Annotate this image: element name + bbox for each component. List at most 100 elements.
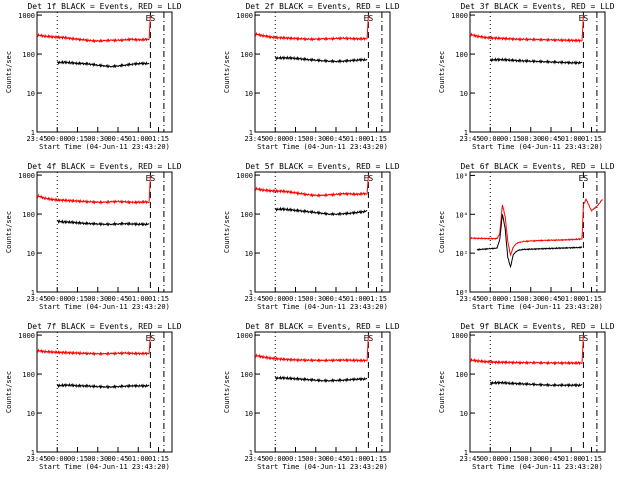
x-axis-label: Start Time (04-Jun-11 23:43:20) [39, 303, 170, 311]
event-marker-label: ES [579, 14, 589, 23]
series-line-events [274, 206, 368, 217]
x-tick-label: 01:00 [346, 135, 367, 143]
chart-panel-1: Det 1f BLACK = Events, RED = LLD 1 10 100 10… [5, 2, 182, 151]
x-tick-label: 00:30 [305, 295, 326, 303]
y-tick-label: 1000 [236, 332, 253, 340]
x-tick-label: 01:15 [148, 455, 169, 463]
x-tick-label: 01:00 [346, 295, 367, 303]
y-tick-label: 1000 [18, 172, 35, 180]
y-tick-label: 10 [245, 410, 253, 418]
y-axis-label: Counts/sec [223, 211, 231, 253]
series-line-events [56, 219, 150, 227]
plot-frame [469, 11, 606, 133]
chart-panel-9: Det 9f BLACK = Events, RED = LLD 1 10 100 10… [438, 322, 615, 471]
x-tick-label: 00:00 [265, 135, 286, 143]
series-line-events [56, 382, 150, 390]
x-tick-label: 23:45 [244, 455, 265, 463]
x-tick-label: 01:00 [561, 455, 582, 463]
event-marker-label: ES [364, 334, 374, 343]
series-line-events [489, 380, 583, 388]
y-axis-label: Counts/sec [5, 371, 13, 413]
x-tick-label: 00:45 [325, 295, 346, 303]
y-tick-label: 1 [249, 129, 253, 137]
x-tick-label: 01:00 [128, 455, 149, 463]
chart-title: Det 1f BLACK = Events, RED = LLD [27, 2, 181, 11]
x-tick-label: 01:15 [366, 455, 387, 463]
y-tick-label: 1000 [451, 332, 468, 340]
y-axis-label: Counts/sec [438, 211, 446, 253]
chart-panel-3: Det 3f BLACK = Events, RED = LLD 1 10 100 10… [438, 2, 615, 151]
x-tick-label: 01:15 [366, 295, 387, 303]
y-tick-label: 10 [27, 250, 35, 258]
x-tick-label: 00:00 [480, 295, 501, 303]
x-axis-label: Start Time (04-Jun-11 23:43:20) [257, 303, 388, 311]
plot-frame [469, 331, 606, 453]
y-tick-label: 100 [22, 371, 35, 379]
series-line-events [489, 57, 583, 66]
y-tick-label: 100 [240, 51, 253, 59]
series-line-lld [254, 175, 369, 198]
y-tick-label: 1000 [236, 12, 253, 20]
x-tick-label: 00:15 [285, 135, 306, 143]
event-marker-label: ES [146, 174, 156, 183]
x-tick-label: 00:45 [107, 295, 128, 303]
series-line-lld [254, 15, 369, 42]
y-tick-label: 100 [455, 371, 468, 379]
x-tick-label: 00:00 [265, 455, 286, 463]
event-marker-label: ES [364, 174, 374, 183]
x-tick-label: 00:30 [87, 135, 108, 143]
x-tick-label: 00:45 [325, 135, 346, 143]
x-tick-label: 23:45 [26, 455, 47, 463]
x-tick-label: 00:15 [500, 135, 521, 143]
chart-panel-5: Det 5f BLACK = Events, RED = LLD 1 10 100 10… [223, 162, 400, 311]
x-tick-label: 00:00 [480, 135, 501, 143]
x-tick-label: 00:15 [67, 135, 88, 143]
y-axis-label: Counts/sec [223, 371, 231, 413]
x-tick-label: 01:00 [561, 295, 582, 303]
x-axis-label: Start Time (04-Jun-11 23:43:20) [39, 463, 170, 471]
x-tick-label: 23:45 [244, 135, 265, 143]
x-tick-label: 00:45 [325, 455, 346, 463]
chart-title: Det 2f BLACK = Events, RED = LLD [245, 2, 399, 11]
chart-panel-8: Det 8f BLACK = Events, RED = LLD 1 10 100 10… [223, 322, 400, 471]
chart-title: Det 3f BLACK = Events, RED = LLD [460, 2, 614, 11]
chart-panel-7: Det 7f BLACK = Events, RED = LLD 1 10 100 10… [5, 322, 182, 471]
chart-title: Det 6f BLACK = Events, RED = LLD [460, 162, 614, 171]
y-tick-label: 10 [245, 250, 253, 258]
x-tick-label: 00:30 [87, 295, 108, 303]
chart-title: Det 5f BLACK = Events, RED = LLD [245, 162, 399, 171]
x-tick-label: 00:30 [87, 455, 108, 463]
x-tick-label: 00:45 [540, 295, 561, 303]
y-tick-label: 1000 [18, 332, 35, 340]
y-tick-label: 100 [22, 211, 35, 219]
event-marker-label: ES [364, 14, 374, 23]
x-tick-label: 01:15 [581, 295, 602, 303]
y-tick-label: 1 [249, 449, 253, 457]
event-marker-label: ES [146, 14, 156, 23]
y-tick-label: 10² [455, 250, 468, 258]
y-tick-label: 1 [31, 289, 35, 297]
x-axis-label: Start Time (04-Jun-11 23:43:20) [472, 463, 603, 471]
series-line-lld [469, 198, 603, 257]
x-tick-label: 00:00 [265, 295, 286, 303]
x-tick-label: 00:30 [305, 135, 326, 143]
series-line-lld [36, 15, 151, 44]
x-tick-label: 00:00 [47, 135, 68, 143]
x-tick-label: 00:45 [107, 135, 128, 143]
x-tick-label: 00:15 [285, 455, 306, 463]
y-axis-label: Counts/sec [438, 371, 446, 413]
chart-title: Det 7f BLACK = Events, RED = LLD [27, 322, 181, 331]
x-tick-label: 00:45 [540, 135, 561, 143]
series-line-events [274, 55, 368, 64]
plot-frame [36, 171, 173, 293]
x-tick-label: 00:15 [500, 295, 521, 303]
x-tick-label: 23:45 [26, 135, 47, 143]
y-tick-label: 10⁴ [455, 211, 468, 219]
x-tick-label: 00:15 [67, 455, 88, 463]
x-tick-label: 00:15 [67, 295, 88, 303]
x-tick-label: 01:00 [128, 295, 149, 303]
event-marker-label: ES [579, 334, 589, 343]
y-axis-label: Counts/sec [223, 51, 231, 93]
y-tick-label: 10 [27, 410, 35, 418]
x-tick-label: 01:00 [561, 135, 582, 143]
